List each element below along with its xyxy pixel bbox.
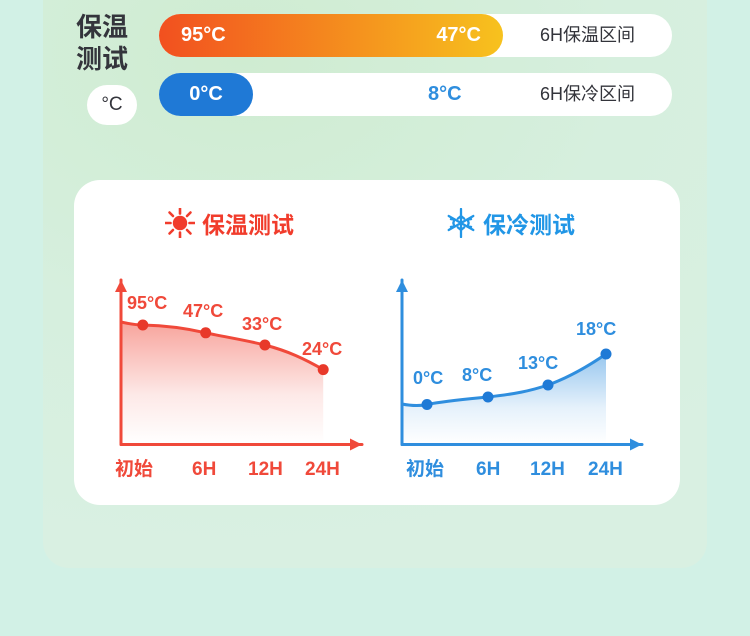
svg-text:95°C: 95°C	[127, 293, 167, 313]
svg-text:24°C: 24°C	[302, 339, 342, 359]
svg-text:18°C: 18°C	[576, 319, 616, 339]
svg-text:6H: 6H	[476, 459, 500, 480]
svg-text:初始: 初始	[115, 458, 153, 480]
svg-text:初始: 初始	[406, 458, 444, 480]
svg-text:6H: 6H	[192, 459, 216, 480]
svg-text:13°C: 13°C	[518, 353, 558, 373]
svg-text:8°C: 8°C	[462, 365, 492, 385]
svg-text:24H: 24H	[305, 459, 340, 480]
svg-text:0°C: 0°C	[413, 368, 443, 388]
svg-text:24H: 24H	[588, 459, 623, 480]
svg-text:12H: 12H	[530, 459, 565, 480]
svg-text:12H: 12H	[248, 459, 283, 480]
svg-text:47°C: 47°C	[183, 301, 223, 321]
svg-text:33°C: 33°C	[242, 314, 282, 334]
